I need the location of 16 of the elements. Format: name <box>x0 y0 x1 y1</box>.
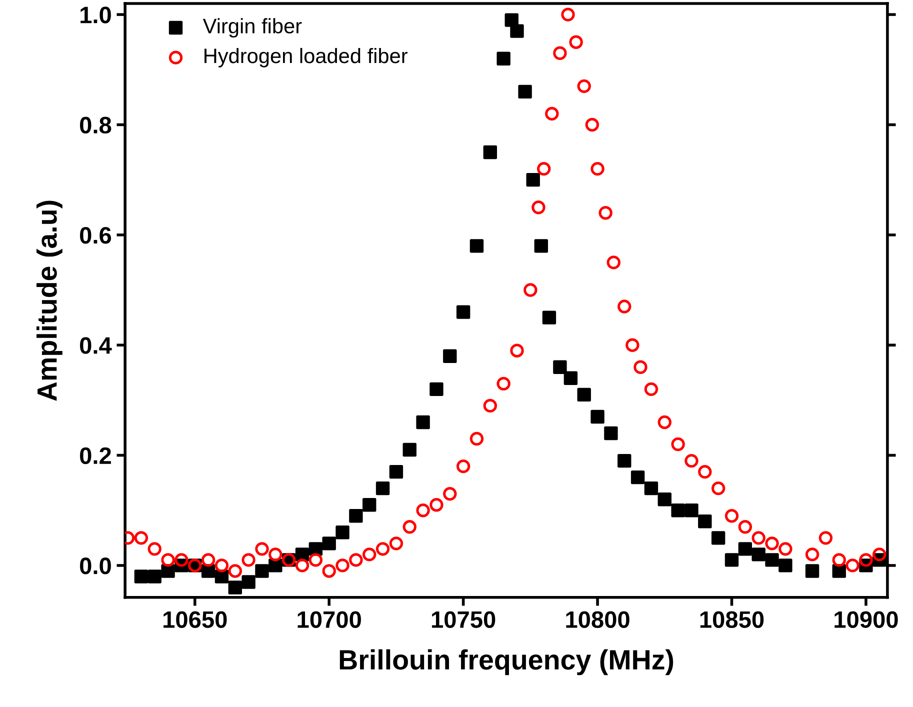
x-tick-label: 10700 <box>298 611 361 628</box>
y-axis-title: Amplitude (a.u) <box>36 200 62 401</box>
x-tick-label: 10900 <box>834 611 898 628</box>
y-tick-label: 0.2 <box>80 447 111 464</box>
x-tick-label: 10850 <box>700 611 764 628</box>
legend-label: Virgin fiber <box>202 18 302 38</box>
y-tick-label: 0.6 <box>80 226 112 244</box>
x-tick-label: 10800 <box>566 611 630 628</box>
y-tick-label: 0.8 <box>80 116 112 134</box>
y-tick-label: 0.0 <box>80 558 111 574</box>
x-axis-title: Brillouin frequency (MHz) <box>340 649 674 676</box>
y-tick-label: 1.0 <box>80 6 111 24</box>
x-tick-label: 10750 <box>432 611 496 628</box>
x-tick-label: 10650 <box>164 611 227 628</box>
y-tick-label: 0.4 <box>80 337 112 354</box>
legend-label: Hydrogen loaded fiber <box>204 48 408 68</box>
